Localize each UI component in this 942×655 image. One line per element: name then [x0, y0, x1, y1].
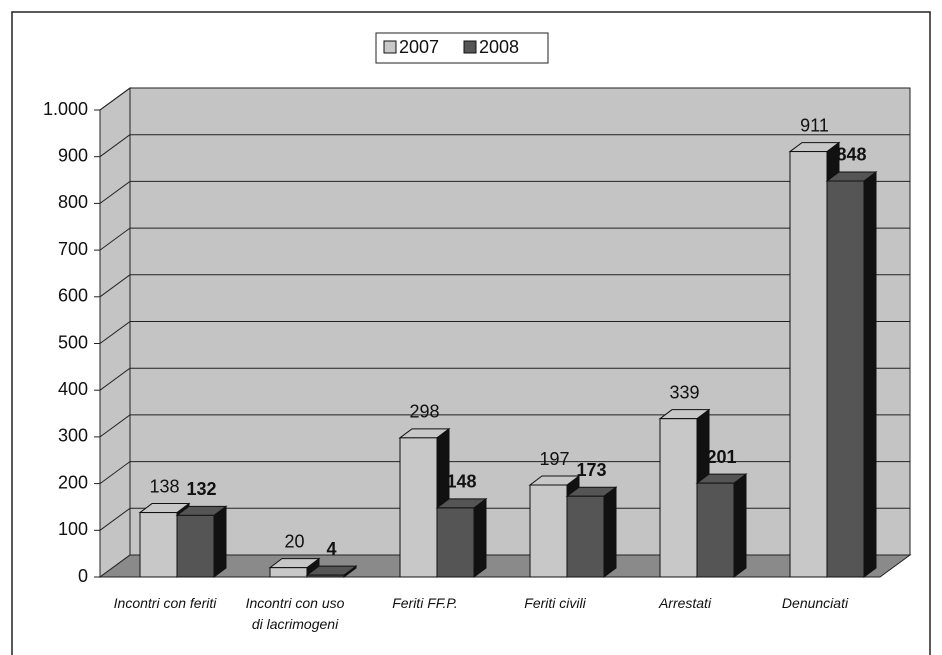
legend-label: 2007: [399, 37, 439, 57]
bar: [826, 180, 865, 578]
y-tick-label: 1.000: [43, 99, 88, 119]
y-tick-label: 500: [58, 332, 88, 352]
y-tick-label: 600: [58, 286, 88, 306]
x-tick-label: Feriti FF.P.: [392, 595, 458, 611]
x-tick-label: Incontri con feriti: [113, 595, 217, 611]
x-tick-label: Arrestati: [658, 595, 712, 611]
y-tick-label: 900: [58, 145, 88, 165]
grid-line: [99, 227, 131, 251]
value-label: 132: [186, 479, 216, 499]
bar: [306, 574, 345, 578]
value-label: 201: [706, 447, 736, 467]
value-label: 197: [539, 449, 569, 469]
x-tick-label: Feriti civili: [524, 595, 586, 611]
grid-line: [99, 87, 131, 111]
x-tick-label: Denunciati: [781, 595, 849, 611]
y-tick-label: 200: [58, 472, 88, 492]
bar-side: [733, 473, 747, 578]
chart-border: [11, 11, 931, 655]
grid-line: [99, 461, 131, 485]
value-label: 848: [836, 145, 866, 165]
bar: [696, 482, 735, 578]
legend-label: 2008: [479, 37, 519, 57]
y-tick-label: 100: [58, 519, 88, 539]
x-tick-label: Incontri con uso di lacrimogeni: [245, 595, 345, 632]
y-tick-label: 0: [78, 566, 88, 586]
bar: [436, 507, 475, 578]
bar: [566, 495, 605, 578]
grid-line: [99, 507, 131, 531]
bar: [399, 437, 438, 578]
grid-line: [99, 367, 131, 391]
legend-box: [375, 32, 549, 64]
bar: [269, 567, 308, 578]
bar-side: [863, 170, 877, 578]
y-tick-label: 300: [58, 426, 88, 446]
grid-line: [99, 180, 131, 204]
value-label: 20: [284, 531, 304, 551]
y-tick-label: 700: [58, 239, 88, 259]
legend-swatch: [383, 40, 397, 54]
bar: [139, 512, 178, 578]
value-label: 298: [409, 402, 439, 422]
grid-line: [99, 134, 131, 158]
grid-line: [99, 274, 131, 298]
bar: [789, 151, 828, 578]
value-label: 4: [326, 539, 336, 559]
bar: [529, 484, 568, 578]
bar: [176, 514, 215, 578]
value-label: 138: [149, 476, 179, 496]
bar-side: [473, 497, 487, 578]
value-label: 173: [576, 460, 606, 480]
value-label: 339: [669, 382, 699, 402]
bar: [659, 418, 698, 578]
legend-swatch: [463, 40, 477, 54]
bar-side: [603, 486, 617, 578]
value-label: 911: [800, 115, 829, 135]
bar-side: [213, 505, 227, 578]
y-tick-label: 400: [58, 379, 88, 399]
value-label: 148: [446, 472, 476, 492]
grid-line: [99, 321, 131, 344]
y-tick-label: 800: [58, 192, 88, 212]
grid-line: [99, 414, 131, 438]
